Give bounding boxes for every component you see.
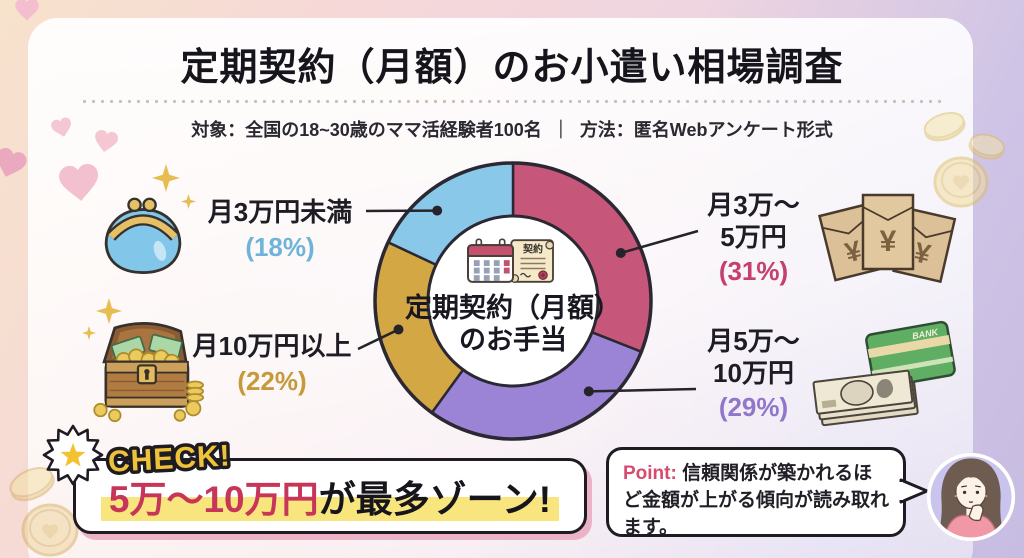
segment-label-text: 月3万円未満 [207,197,353,227]
segment-label-text: 月5万～ [707,326,800,356]
leader-line [588,387,697,393]
spilled-coins [93,380,204,423]
sparkle-icon [181,194,196,209]
page-title: 定期契約（月額）のお小遣い相場調査 [180,47,844,89]
check-burst-icon [42,424,104,486]
leader-line [620,229,699,255]
segment-label-text: 5万円 [720,221,787,252]
coin-purse-icon [104,197,182,274]
signature-squiggle [519,272,532,278]
segment-percent: (29%) [718,392,789,423]
coin-heart-icon [933,156,989,208]
point-text: 信頼関係が築かれるほど金額が上がる傾向が読み取れます。 [623,463,890,538]
heart-icon [59,164,98,201]
segment-label-30k-50k: 月3万～ 5万円 (31%) [686,190,821,288]
calendar-grid [473,260,510,281]
treasure-chest-icon [93,322,204,423]
leader-line [357,328,400,351]
coins-decoration-top-right [923,111,1005,208]
survey-conditions: 対象：全国の18~30歳のママ活経験者100名 ｜ 方法：匿名Webアンケート形式 [0,116,1024,142]
bangs [955,465,987,490]
calendar-contract-icon: 契約 [463,234,563,288]
speech-tail [899,478,929,504]
heart-icon [15,0,39,21]
contract-text: 契約 [523,243,543,256]
survey-method: 方法：匿名Webアンケート形式 [579,120,833,140]
dotted-separator [80,99,946,104]
check-highlight: 5万～10万円 [108,479,319,520]
heart-icon [51,117,71,137]
segment-label-text: 10万円 [713,357,794,388]
calendar-header [467,244,514,257]
leader-dot [615,248,626,258]
segment-percent: (22%) [237,365,307,396]
heart-decoration-corner [15,0,39,21]
banknote-stack [812,369,919,427]
center-label-line2: のお手当 [459,325,567,356]
center-label-line1: 定期契約（月額） [405,293,621,323]
star-icon [60,443,86,467]
donut-outline [373,161,653,441]
coin-icon [968,133,1005,160]
sparkle-icon [96,298,122,324]
purse-clasp [127,197,142,213]
bank-card-money-icon: BANK [812,320,956,427]
thinking-woman-avatar [926,452,1016,542]
check-suffix: が最多ゾーン! [318,479,552,520]
thinking-hand [968,504,984,522]
bank-card: BANK [865,320,956,389]
coin-icon [923,111,966,142]
check-badge-label: CHECK! [104,436,235,480]
yen-envelopes-icon: ¥ ¥ ¥ [818,193,957,284]
hearts-decoration [51,117,119,201]
banknote-portrait [876,379,894,399]
segment-label-under-30k: 月3万円未満 (18%) [190,197,370,263]
point-note: Point: 信頼関係が築かれるほど金額が上がる傾向が読み取れます。 [606,447,906,538]
survey-target: 対象：全国の18~30歳のママ活経験者100名 [191,120,542,140]
segment-label-text: 月10万円以上 [192,331,352,361]
yen-symbol: ¥ [880,225,897,258]
coins-decoration-bottom-left [9,467,79,557]
purse-clasp [142,197,157,213]
segment-percent: (18%) [245,231,315,262]
coin-heart-icon [21,503,79,557]
heart-icon [95,130,119,152]
subtitle-divider: ｜ [551,120,570,140]
sparkle-icon [152,164,180,192]
leader-dot [583,386,594,397]
coin-icon [9,467,55,502]
heart-decoration-edge [0,147,27,177]
segment-label-50k-100k: 月5万～ 10万円 (29%) [686,326,821,424]
check-banner-text: 5万～10万円が最多ゾーン! [100,469,560,523]
bank-card-text: BANK [911,327,940,342]
yen-symbol: ¥ [911,236,934,270]
segment-label-text: 月3万～ [707,190,800,220]
yen-envelope: ¥ [861,193,915,271]
heart-icon [0,147,27,177]
check-word-text: CHECK! [107,439,231,478]
segment-percent: (31%) [718,256,789,287]
check-banner: 5万～10万円が最多ゾーン! [73,458,587,534]
sparkle-icon [82,326,96,340]
scroll-curl [545,240,555,250]
point-label: Point: [623,463,677,484]
segment-label-over-100k: 月10万円以上 (22%) [172,331,372,397]
chart-center-label: 契約 定期契約（月額） のお手当 [393,234,633,357]
leader-dot [432,205,443,216]
leader-dot [393,324,404,335]
